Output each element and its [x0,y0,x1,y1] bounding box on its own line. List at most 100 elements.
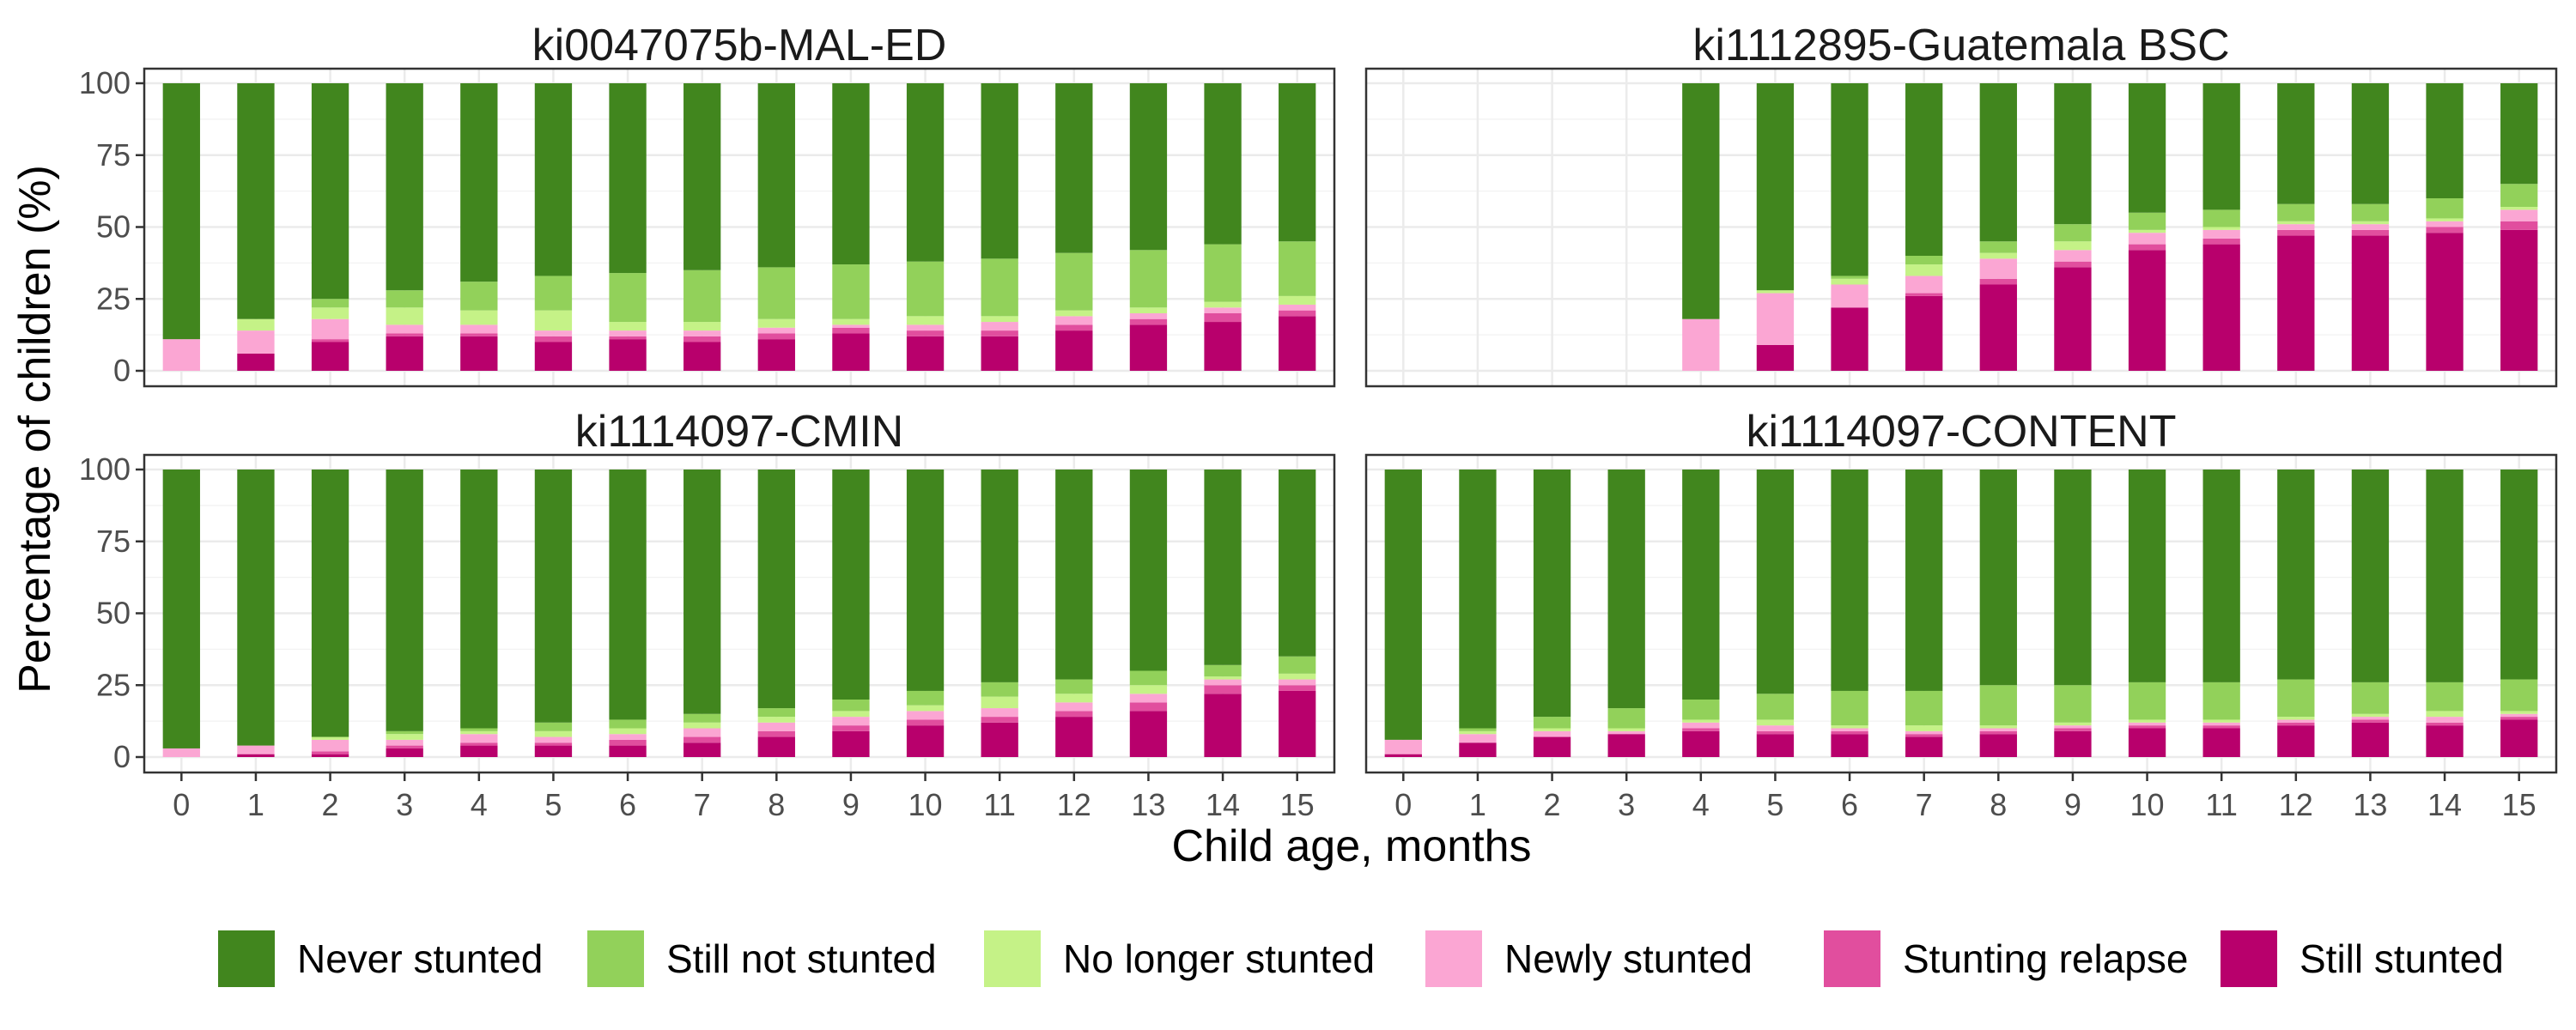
bar-stunting-relapse-age-10 [2128,725,2166,729]
bar-stunting-relapse-age-2 [311,751,349,754]
bar-no-longer-stunted-age-10 [2128,229,2166,233]
bar-still-stunted-age-6 [1831,734,1868,757]
legend-label: Stunting relapse [1903,936,2188,981]
bar-no-longer-stunted-age-1 [237,318,275,331]
bar-newly-stunted-age-9 [832,717,870,726]
bar-still-not-stunted-age-3 [386,290,423,308]
x-tick-label: 9 [842,787,860,822]
bar-never-stunted-age-0 [162,83,200,340]
bar-no-longer-stunted-age-8 [1979,725,2017,729]
bar-never-stunted-age-12 [2277,470,2315,680]
bar-newly-stunted-age-7 [683,330,721,336]
y-tick-label: 25 [96,281,131,316]
bar-still-stunted-age-7 [1905,295,1943,371]
bar-still-not-stunted-age-14 [2426,682,2464,712]
bar-never-stunted-age-8 [1979,470,2017,686]
bar-no-longer-stunted-age-10 [906,705,945,712]
bar-newly-stunted-age-2 [1533,730,1571,737]
bar-no-longer-stunted-age-13 [1129,307,1168,313]
bar-never-stunted-age-2 [311,83,349,300]
bar-stunting-relapse-age-12 [1055,711,1093,718]
bar-no-longer-stunted-age-13 [2351,221,2390,225]
bar-still-stunted-age-5 [534,342,573,371]
bar-newly-stunted-age-0 [162,748,200,757]
bar-still-not-stunted-age-13 [2351,682,2390,714]
bar-no-longer-stunted-age-3 [1607,728,1645,731]
x-tick-label: 12 [1057,787,1091,822]
bar-newly-stunted-age-13 [1129,694,1168,703]
y-tick-label: 0 [113,353,131,388]
bar-stunting-relapse-age-12 [2277,722,2315,726]
bar-no-longer-stunted-age-15 [2500,711,2538,714]
bar-stunting-relapse-age-14 [1204,313,1242,323]
x-tick-label: 7 [1916,787,1933,822]
bar-newly-stunted-age-4 [1682,722,1720,729]
bar-never-stunted-age-5 [1756,83,1795,291]
bar-still-stunted-age-14 [2426,725,2464,757]
legend-swatch [984,930,1041,987]
bar-no-longer-stunted-age-4 [460,310,498,325]
bar-still-stunted-age-6 [1831,307,1868,371]
bar-never-stunted-age-15 [2500,83,2538,185]
bar-still-stunted-age-13 [2351,235,2390,371]
bar-newly-stunted-age-5 [1756,725,1795,731]
x-tick-label: 12 [2279,787,2313,822]
bar-never-stunted-age-1 [237,470,275,746]
bar-still-stunted-age-2 [1533,736,1571,757]
bar-newly-stunted-age-15 [2500,713,2538,718]
bar-newly-stunted-age-15 [1279,679,1316,686]
bar-never-stunted-age-14 [1204,470,1242,665]
bar-stunting-relapse-age-10 [906,330,945,336]
bar-newly-stunted-age-2 [311,739,349,752]
bar-still-stunted-age-11 [981,336,1018,371]
bar-no-longer-stunted-age-5 [1756,290,1795,294]
bar-still-not-stunted-age-12 [2277,203,2315,221]
bar-stunting-relapse-age-7 [1905,734,1943,737]
bar-stunting-relapse-age-14 [2426,227,2464,233]
bar-newly-stunted-age-13 [1129,313,1168,319]
bar-no-longer-stunted-age-5 [534,730,573,737]
bar-never-stunted-age-7 [683,83,721,270]
bar-no-longer-stunted-age-14 [1204,301,1242,308]
bar-still-stunted-age-13 [1129,711,1168,757]
bar-never-stunted-age-10 [2128,83,2166,213]
bar-still-stunted-age-15 [2500,719,2538,757]
bar-still-stunted-age-12 [2277,725,2315,757]
x-tick-label: 4 [471,787,488,822]
bar-never-stunted-age-11 [2202,470,2240,682]
bar-still-not-stunted-age-13 [1129,670,1168,686]
bar-still-not-stunted-age-4 [460,282,498,311]
bar-still-not-stunted-age-6 [609,273,647,323]
bar-still-stunted-age-15 [1279,690,1316,757]
bar-newly-stunted-age-11 [981,708,1018,718]
x-tick-label: 11 [2206,787,2238,822]
bar-newly-stunted-age-1 [237,745,275,754]
bar-no-longer-stunted-age-6 [1831,278,1868,285]
bar-never-stunted-age-12 [2277,83,2315,204]
bar-still-stunted-age-6 [609,339,647,371]
bar-still-stunted-age-4 [1682,730,1720,757]
bar-still-stunted-age-8 [1979,284,2017,371]
bar-no-longer-stunted-age-2 [311,307,349,319]
bar-never-stunted-age-12 [1055,83,1093,253]
x-tick-label: 14 [1206,787,1240,822]
bar-still-stunted-age-15 [2500,229,2538,371]
bar-stunting-relapse-age-15 [2500,221,2538,230]
bar-never-stunted-age-1 [237,83,275,319]
bar-no-longer-stunted-age-13 [1129,685,1168,694]
bar-never-stunted-age-2 [311,470,349,737]
bar-still-not-stunted-age-7 [1905,256,1943,265]
x-tick-label: 13 [1131,787,1165,822]
bar-still-not-stunted-age-5 [534,276,573,311]
y-tick-label: 75 [96,524,131,559]
bar-stunting-relapse-age-6 [1831,730,1868,735]
bar-newly-stunted-age-3 [386,324,423,334]
bar-no-longer-stunted-age-11 [981,316,1018,323]
bar-still-stunted-age-10 [906,336,945,371]
bar-no-longer-stunted-age-7 [683,322,721,331]
bar-newly-stunted-age-6 [1831,728,1868,731]
bar-still-not-stunted-age-7 [683,270,721,323]
bar-no-longer-stunted-age-7 [1905,264,1943,276]
x-tick-label: 4 [1692,787,1710,822]
